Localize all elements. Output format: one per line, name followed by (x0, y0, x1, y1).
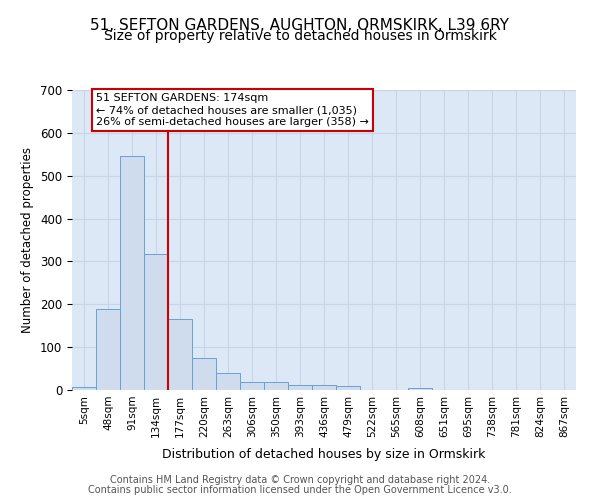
Bar (96, 310, 120, 390)
Text: 51, SEFTON GARDENS, AUGHTON, ORMSKIRK, L39 6RY: 51, SEFTON GARDENS, AUGHTON, ORMSKIRK, L… (91, 18, 509, 32)
Bar (168, 320, 192, 390)
Bar (408, 388, 432, 390)
Bar (216, 373, 240, 390)
Bar (312, 386, 336, 390)
Bar (144, 254, 168, 390)
Bar (192, 358, 216, 390)
X-axis label: Distribution of detached houses by size in Ormskirk: Distribution of detached houses by size … (163, 448, 485, 461)
Text: Contains HM Land Registry data © Crown copyright and database right 2024.: Contains HM Land Registry data © Crown c… (110, 475, 490, 485)
Text: Contains public sector information licensed under the Open Government Licence v3: Contains public sector information licen… (88, 485, 512, 495)
Bar (72, 386, 96, 390)
Bar (264, 382, 288, 390)
Text: Size of property relative to detached houses in Ormskirk: Size of property relative to detached ho… (104, 29, 496, 43)
Bar (240, 382, 264, 390)
Bar (120, 156, 144, 390)
Text: 51 SEFTON GARDENS: 174sqm
← 74% of detached houses are smaller (1,035)
26% of se: 51 SEFTON GARDENS: 174sqm ← 74% of detac… (96, 94, 369, 126)
Bar (336, 386, 360, 390)
Y-axis label: Number of detached properties: Number of detached properties (22, 147, 34, 333)
Bar (288, 386, 312, 390)
